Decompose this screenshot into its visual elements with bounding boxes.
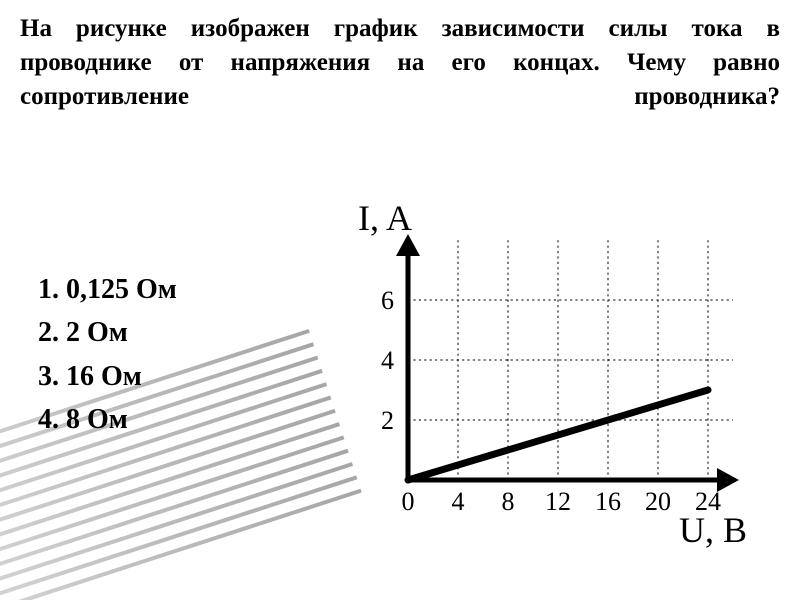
svg-text:I, A: I, A bbox=[358, 198, 412, 238]
iv-chart: 24604812162024I, AU, B bbox=[300, 180, 760, 550]
svg-text:6: 6 bbox=[381, 286, 394, 315]
svg-text:0: 0 bbox=[402, 487, 415, 516]
answer-number: 2. bbox=[38, 317, 66, 348]
answer-option-4: 4. 8 Ом bbox=[38, 398, 177, 441]
answer-text-4: 8 Ом bbox=[66, 404, 128, 435]
svg-text:8: 8 bbox=[502, 487, 515, 516]
answer-option-3: 3. 16 Ом bbox=[38, 355, 177, 398]
chart-svg: 24604812162024I, AU, B bbox=[300, 180, 760, 550]
answer-list: 1. 0,125 Ом 2. 2 Ом 3. 16 Ом 4. 8 Ом bbox=[38, 268, 177, 442]
svg-text:U, B: U, B bbox=[679, 510, 747, 550]
answer-number: 4. bbox=[38, 404, 66, 435]
svg-text:20: 20 bbox=[645, 487, 671, 516]
answer-number: 1. bbox=[38, 274, 66, 305]
svg-text:4: 4 bbox=[452, 487, 465, 516]
answer-text-3: 16 Ом bbox=[66, 361, 142, 392]
svg-text:4: 4 bbox=[381, 346, 394, 375]
question-text: На рисунке изображен график зависимости … bbox=[20, 12, 780, 113]
svg-text:12: 12 bbox=[545, 487, 571, 516]
answer-option-1: 1. 0,125 Ом bbox=[38, 268, 177, 311]
answer-number: 3. bbox=[38, 361, 66, 392]
answer-text-2: 2 Ом bbox=[66, 317, 128, 348]
answer-text-1: 0,125 Ом bbox=[66, 274, 177, 305]
svg-text:2: 2 bbox=[381, 406, 394, 435]
svg-text:16: 16 bbox=[595, 487, 621, 516]
answer-option-2: 2. 2 Ом bbox=[38, 311, 177, 354]
